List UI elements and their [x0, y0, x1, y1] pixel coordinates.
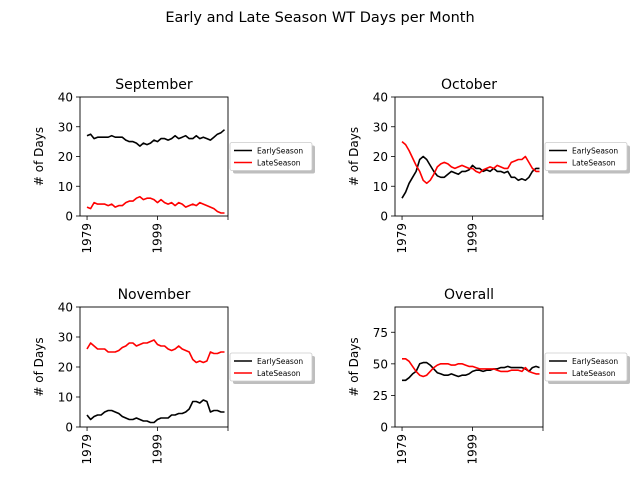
- chart-1-axes-frame: [394, 96, 544, 217]
- chart-1-ytick-label: 30: [373, 120, 388, 134]
- chart-3-xtick-label: 1999: [466, 434, 480, 465]
- chart-3-axes-frame: [394, 306, 544, 428]
- chart-1-legend-box: [544, 142, 628, 171]
- chart-1-ytick-label: 0: [380, 210, 388, 224]
- chart-2-legend-label-lateseason: LateSeason: [257, 369, 301, 378]
- chart-3-ytick-label: 75: [373, 326, 388, 340]
- chart-0-axes-frame: [79, 96, 229, 217]
- chart-2-ytick-label: 10: [58, 391, 73, 405]
- chart-3-legend: EarlySeason LateSeason: [544, 352, 630, 384]
- chart-0-panel: September # of Days 0 10 20 30 40 1979 1999 Early…: [32, 77, 315, 254]
- chart-3-legend-label-lateseason: LateSeason: [572, 369, 616, 378]
- chart-3-xtick-label: 1979: [395, 434, 409, 465]
- chart-2-series-earlyseason-line: [86, 399, 225, 424]
- chart-0-ylabel: # of Days: [32, 127, 46, 186]
- figure-title: Early and Late Season WT Days per Month: [165, 10, 474, 26]
- chart-1-ytick-label: 40: [373, 91, 388, 105]
- chart-0-legend-label-earlyseason: EarlySeason: [257, 147, 303, 156]
- chart-0-legend-box: [229, 142, 313, 171]
- chart-0-xtick-label: 1979: [80, 223, 94, 254]
- chart-1-legend: EarlySeason LateSeason: [544, 142, 630, 174]
- chart-3-legend-label-earlyseason: EarlySeason: [572, 357, 618, 366]
- chart-2-ytick-label: 0: [65, 421, 73, 435]
- chart-2-series-lateseason-line: [86, 339, 225, 364]
- chart-0-ytick-label: 20: [58, 150, 73, 164]
- chart-1-series-lateseason-line: [401, 140, 540, 185]
- chart-3-series-earlyseason-line: [402, 361, 540, 382]
- chart-2-axes-frame: [79, 306, 229, 428]
- chart-1-ylabel: # of Days: [347, 127, 361, 186]
- chart-2-xtick-label: 1979: [80, 434, 94, 465]
- chart-1-panel: October # of Days 0 10 20 30 40 1979 1999 EarlySe…: [347, 77, 630, 254]
- chart-1-ytick-label: 20: [373, 150, 388, 164]
- chart-3-title: Overall: [444, 287, 494, 303]
- chart-1-legend-label-lateseason: LateSeason: [572, 159, 616, 168]
- chart-2-ytick-label: 30: [58, 331, 73, 345]
- chart-3-ytick-label: 25: [373, 389, 388, 403]
- chart-3-series-lateseason-line: [402, 357, 540, 378]
- chart-0-ytick-label: 40: [58, 91, 73, 105]
- chart-2-ylabel: # of Days: [32, 337, 46, 396]
- chart-1-ytick-label: 10: [373, 180, 388, 194]
- chart-0-legend: EarlySeason LateSeason: [229, 142, 315, 174]
- chart-1-xtick-label: 1999: [466, 223, 480, 254]
- chart-2-ytick-label: 20: [58, 361, 73, 375]
- chart-1-legend-label-earlyseason: EarlySeason: [572, 147, 618, 156]
- chart-0-title: September: [115, 77, 193, 93]
- chart-2-legend-label-earlyseason: EarlySeason: [257, 357, 303, 366]
- chart-2-legend-box: [229, 352, 313, 382]
- chart-0-ytick-label: 10: [58, 180, 73, 194]
- chart-3-ytick-label: 0: [380, 421, 388, 435]
- chart-3-legend-box: [544, 352, 628, 382]
- chart-0-legend-label-lateseason: LateSeason: [257, 159, 301, 168]
- chart-2-xtick-label: 1999: [151, 434, 165, 465]
- chart-3-panel: Overall # of Days 0 25 50 75 1979 1999 EarlySeas…: [347, 287, 630, 465]
- chart-1-title: October: [441, 77, 497, 93]
- chart-3-ylabel: # of Days: [347, 337, 361, 396]
- chart-3-ytick-label: 50: [373, 357, 388, 371]
- chart-2-title: November: [118, 287, 191, 303]
- chart-0-series-earlyseason-line: [86, 129, 226, 147]
- chart-0-ytick-label: 30: [58, 120, 73, 134]
- chart-0-series-lateseason-line: [86, 195, 225, 214]
- chart-2-panel: November # of Days 0 10 20 30 40 1979 1999 EarlyS…: [32, 287, 315, 465]
- chart-2-legend: EarlySeason LateSeason: [229, 352, 315, 384]
- chart-0-xtick-label: 1999: [151, 223, 165, 254]
- chart-1-xtick-label: 1979: [395, 223, 409, 254]
- chart-0-ytick-label: 0: [65, 210, 73, 224]
- chart-2-ytick-label: 40: [58, 301, 73, 315]
